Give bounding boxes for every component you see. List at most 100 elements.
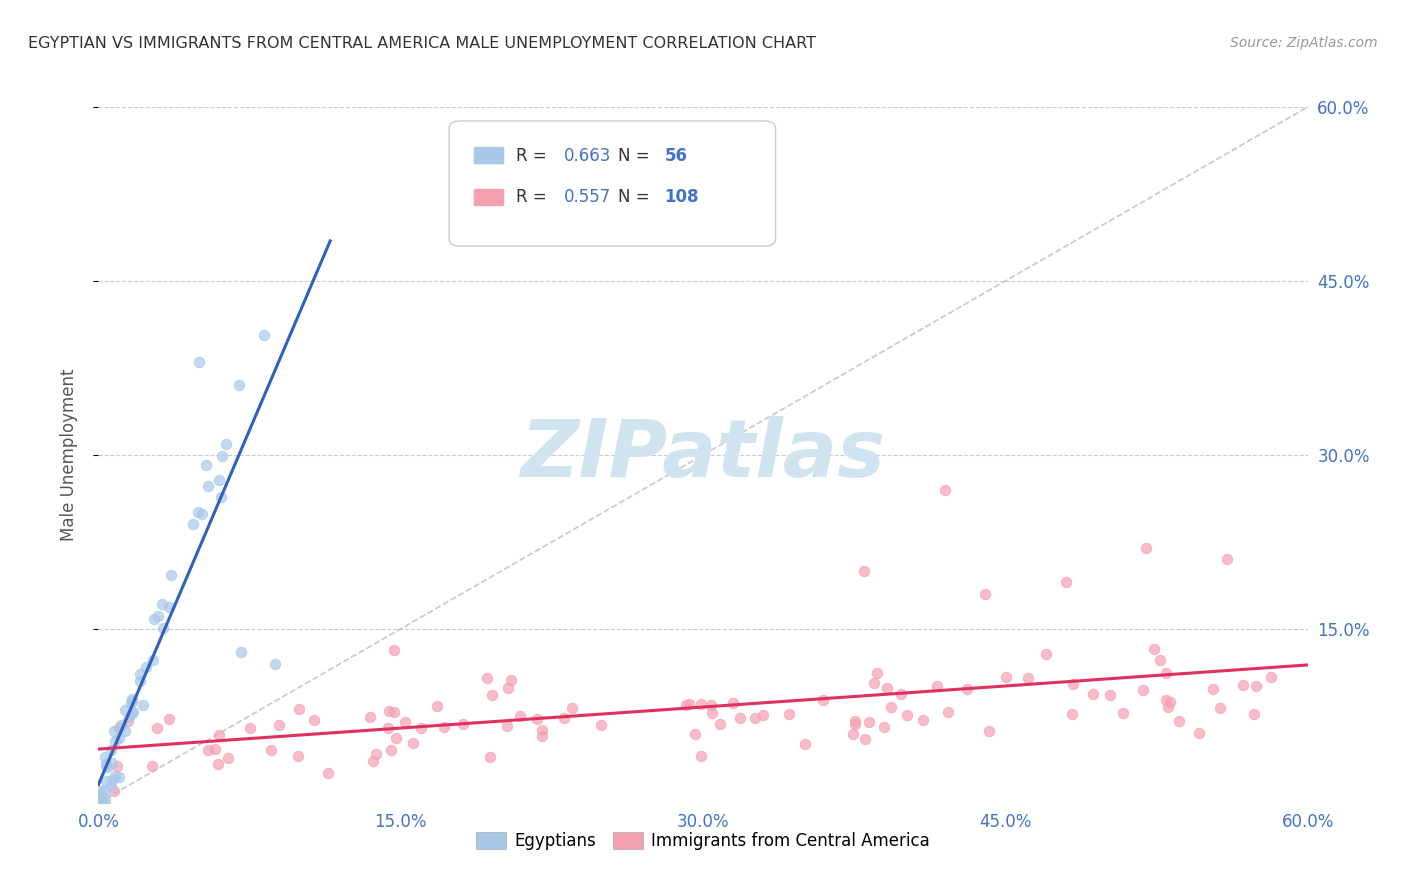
Point xyxy=(956,681,979,696)
Point xyxy=(1154,692,1177,706)
Point xyxy=(1112,706,1135,720)
Point xyxy=(778,707,800,722)
Point xyxy=(143,612,166,626)
Point xyxy=(1143,641,1166,656)
Point xyxy=(96,773,118,788)
Point xyxy=(160,567,183,582)
FancyBboxPatch shape xyxy=(474,146,505,165)
Text: 56: 56 xyxy=(664,147,688,165)
Point xyxy=(364,747,387,761)
Point xyxy=(690,749,713,764)
Point xyxy=(287,749,309,764)
Point xyxy=(1054,575,1077,590)
Y-axis label: Male Unemployment: Male Unemployment xyxy=(59,368,77,541)
Point xyxy=(191,507,214,521)
Point xyxy=(1132,682,1154,697)
Point xyxy=(89,796,111,810)
Point xyxy=(114,703,136,717)
Point xyxy=(132,698,155,712)
Point xyxy=(1260,670,1282,684)
FancyBboxPatch shape xyxy=(449,121,776,246)
Point xyxy=(239,721,262,735)
Point xyxy=(197,742,219,756)
Point xyxy=(105,759,128,773)
Point xyxy=(89,784,111,798)
Text: R =: R = xyxy=(516,188,551,206)
Point xyxy=(841,727,863,741)
Text: Source: ZipAtlas.com: Source: ZipAtlas.com xyxy=(1230,36,1378,50)
Point xyxy=(890,687,912,701)
Point xyxy=(96,760,118,774)
Point xyxy=(108,731,131,745)
Point xyxy=(108,721,131,735)
Point xyxy=(1209,700,1232,714)
Point xyxy=(1017,671,1039,685)
Point xyxy=(94,756,117,771)
Point xyxy=(866,665,889,680)
Point xyxy=(129,673,152,688)
Point xyxy=(1149,653,1171,667)
Point xyxy=(204,742,226,756)
Point xyxy=(876,681,898,696)
Point xyxy=(377,721,399,735)
Text: 0.663: 0.663 xyxy=(564,147,612,165)
Point xyxy=(728,711,751,725)
Point xyxy=(103,784,125,798)
Point xyxy=(752,707,775,722)
Text: 108: 108 xyxy=(664,188,699,206)
Point xyxy=(699,698,721,712)
Point xyxy=(499,673,522,687)
Legend: Egyptians, Immigrants from Central America: Egyptians, Immigrants from Central Ameri… xyxy=(470,826,936,857)
Point xyxy=(359,709,381,723)
Point xyxy=(683,727,706,741)
Point xyxy=(1232,678,1254,692)
Point xyxy=(100,743,122,757)
Point xyxy=(148,609,170,624)
Point xyxy=(530,729,553,743)
Point xyxy=(1060,706,1083,721)
Point xyxy=(94,758,117,772)
Point xyxy=(1135,541,1157,555)
Point xyxy=(117,714,139,728)
Point xyxy=(187,505,209,519)
Point xyxy=(844,714,866,729)
Point xyxy=(263,657,285,671)
Point xyxy=(253,327,276,342)
Point xyxy=(481,689,503,703)
Point xyxy=(361,754,384,768)
Point xyxy=(858,714,880,729)
Point xyxy=(974,587,997,601)
Point xyxy=(531,723,554,737)
Point xyxy=(934,483,956,497)
Point xyxy=(195,458,218,473)
Point xyxy=(863,675,886,690)
Point xyxy=(1062,677,1084,691)
Point xyxy=(377,704,399,718)
Point xyxy=(475,671,498,685)
Point xyxy=(231,645,253,659)
Point xyxy=(927,679,949,693)
Point xyxy=(526,712,548,726)
Point xyxy=(1243,707,1265,722)
Point xyxy=(1035,647,1057,661)
Point xyxy=(142,653,165,667)
Point xyxy=(209,490,232,504)
Point xyxy=(118,710,141,724)
Point xyxy=(1098,688,1121,702)
Point xyxy=(394,714,416,729)
FancyBboxPatch shape xyxy=(474,188,505,207)
Point xyxy=(100,756,122,771)
Point xyxy=(228,378,250,392)
Point xyxy=(721,696,744,710)
Point xyxy=(104,734,127,748)
Point xyxy=(702,706,724,721)
Point xyxy=(121,706,143,720)
Point xyxy=(385,731,408,746)
Point xyxy=(1154,666,1177,681)
Point xyxy=(214,437,236,451)
Point xyxy=(896,708,918,723)
Point xyxy=(844,717,866,731)
Point xyxy=(129,666,152,681)
Point xyxy=(1244,679,1267,693)
Point xyxy=(104,769,127,783)
